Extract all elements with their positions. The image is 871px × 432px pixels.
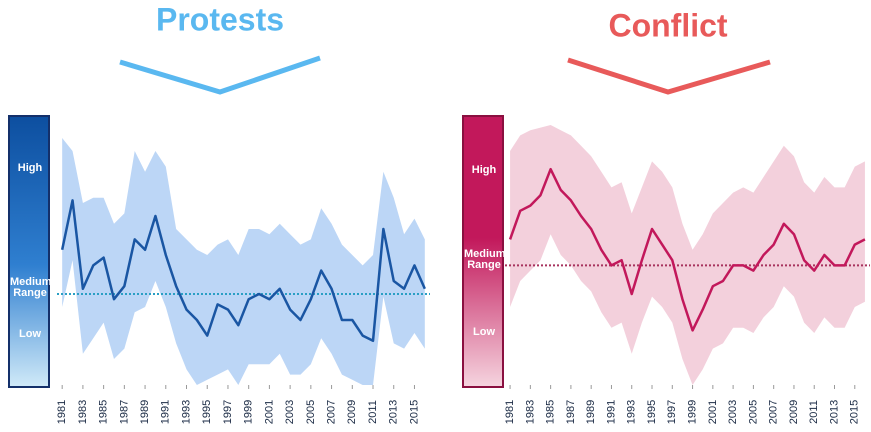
x-tick-label: 1981 bbox=[56, 400, 68, 424]
x-tick-label: 1995 bbox=[201, 400, 213, 424]
x-tick-label: 1995 bbox=[646, 400, 658, 424]
chart-title: Protests bbox=[156, 1, 284, 37]
x-tick-label: 2009 bbox=[346, 400, 358, 424]
x-tick-label: 1985 bbox=[545, 400, 557, 424]
band bbox=[510, 125, 865, 385]
x-tick-label: 2015 bbox=[849, 400, 861, 424]
x-tick-label: 2013 bbox=[388, 400, 400, 424]
scale-label: High bbox=[471, 164, 497, 176]
x-tick-label: 1989 bbox=[585, 400, 597, 424]
scale-bar: High Medium Range Low bbox=[462, 115, 506, 388]
x-tick-label: 1991 bbox=[605, 400, 617, 424]
x-tick-label: 1999 bbox=[243, 400, 255, 424]
scale-label: Low bbox=[473, 326, 495, 338]
x-tick-label: 2007 bbox=[768, 400, 780, 424]
x-tick-label: 2007 bbox=[325, 400, 337, 424]
chevron bbox=[119, 55, 321, 95]
x-tick-label: 1981 bbox=[504, 400, 516, 424]
x-tick-label: 1997 bbox=[222, 400, 234, 424]
x-tick-label: 1987 bbox=[565, 400, 577, 424]
x-tick-label: 1985 bbox=[98, 400, 110, 424]
x-tick-label: 1999 bbox=[686, 400, 698, 424]
x-tick-label: 1993 bbox=[180, 400, 192, 424]
x-tick-label: 2001 bbox=[707, 400, 719, 424]
x-tick-label: 1991 bbox=[160, 400, 172, 424]
chart-title: Conflict bbox=[608, 7, 727, 43]
scale-label: Medium Range bbox=[10, 276, 52, 299]
scale-label: Low bbox=[19, 328, 41, 340]
line bbox=[508, 167, 866, 332]
scale-bar: High Medium Range Low bbox=[8, 115, 52, 388]
x-tick-label: 1997 bbox=[666, 400, 678, 424]
x-tick-label: 2005 bbox=[747, 400, 759, 424]
x-tick-label: 1993 bbox=[626, 400, 638, 424]
scale-label: Medium Range bbox=[464, 248, 506, 271]
scale-label: High bbox=[17, 162, 43, 174]
x-tick-label: 2005 bbox=[305, 400, 317, 424]
band bbox=[62, 138, 425, 385]
x-tick-label: 2011 bbox=[808, 400, 820, 424]
x-tick-label: 1987 bbox=[118, 400, 130, 424]
x-tick-label: 2001 bbox=[263, 400, 275, 424]
x-tick-label: 1983 bbox=[77, 400, 89, 424]
line bbox=[60, 199, 426, 343]
chevron bbox=[567, 57, 771, 95]
x-tick-label: 1983 bbox=[524, 400, 536, 424]
x-tick-label: 2003 bbox=[284, 400, 296, 424]
x-tick-label: 1989 bbox=[139, 400, 151, 424]
x-tick-label: 2011 bbox=[367, 400, 379, 424]
x-tick-label: 2009 bbox=[788, 400, 800, 424]
x-tick-label: 2003 bbox=[727, 400, 739, 424]
x-tick-label: 2015 bbox=[408, 400, 420, 424]
x-tick-label: 2013 bbox=[828, 400, 840, 424]
